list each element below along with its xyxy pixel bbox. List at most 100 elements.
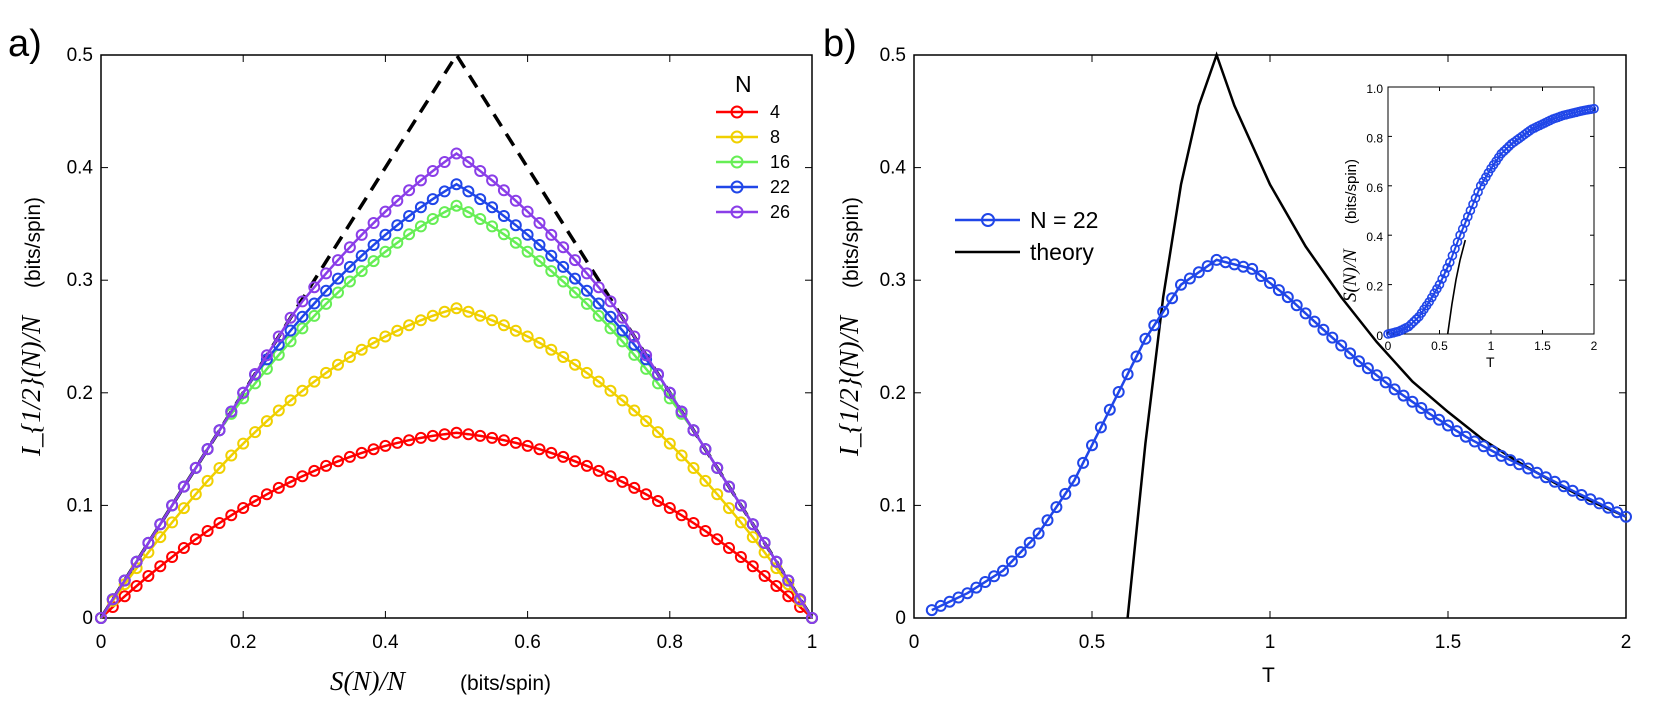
data-point-N22	[1620, 510, 1632, 523]
data-point-N26	[545, 228, 558, 241]
data-point-N22	[1077, 456, 1090, 469]
data-point-N8	[628, 404, 641, 417]
data-point-N16	[391, 236, 404, 249]
panel-a-ylabel-text: I_{1/2}(N)/N	[16, 314, 46, 457]
inset-xlabel: T	[1486, 354, 1495, 370]
data-point-N22	[1050, 501, 1063, 514]
data-point-N22	[1442, 419, 1454, 432]
data-point-N22	[320, 284, 333, 297]
data-point-N26	[95, 612, 107, 624]
data-point-N16	[403, 228, 416, 241]
data-point-N8	[474, 309, 487, 322]
data-point-N26	[687, 424, 700, 437]
inset-xtick-label: 2	[1591, 339, 1598, 353]
data-point-N4	[154, 560, 167, 573]
data-point-N22	[1361, 362, 1374, 375]
data-point-N26	[450, 147, 463, 160]
data-point-N22	[426, 193, 439, 206]
data-point-N22	[1192, 266, 1205, 279]
data-point-N16	[509, 236, 522, 249]
data-point-N22	[1005, 555, 1018, 568]
data-point-N4	[616, 475, 629, 488]
data-point-N8	[225, 449, 238, 462]
data-point-N22	[1272, 284, 1285, 297]
data-point-N8	[438, 305, 451, 318]
inset-data-point	[1496, 148, 1507, 159]
data-point-N22	[355, 249, 368, 262]
inset-xtick-label: 1.5	[1534, 339, 1551, 353]
data-point-N8	[414, 314, 427, 327]
inset-ylabel: S(N)/N (bits/spin)	[1340, 159, 1361, 302]
panel-b-xtick-label: 0.5	[1079, 632, 1105, 653]
data-point-N26	[237, 386, 250, 399]
data-point-N22	[1264, 277, 1276, 289]
data-point-N4	[284, 475, 297, 488]
data-point-N8	[213, 462, 226, 474]
data-point-N8	[640, 415, 653, 428]
data-point-N26	[746, 518, 759, 531]
data-point-N8	[521, 330, 534, 343]
inset-ytick-label: 0.6	[1366, 181, 1383, 195]
data-point-N26	[628, 330, 641, 343]
data-point-N4	[403, 434, 416, 447]
data-point-N22	[403, 210, 416, 222]
data-point-N26	[663, 386, 676, 399]
data-point-N26	[118, 574, 131, 587]
inset-data-point	[1406, 319, 1416, 329]
data-point-N4	[628, 481, 641, 494]
data-point-N22	[1032, 527, 1045, 540]
data-point-N22	[379, 228, 392, 241]
inset-ytick-label: 0.4	[1366, 230, 1383, 244]
data-point-N8	[296, 384, 309, 397]
panel-a-series	[95, 147, 818, 624]
data-point-N26	[272, 330, 285, 343]
data-point-N8	[616, 394, 629, 407]
data-point-N4	[663, 502, 676, 514]
inset-ytick-label: 0	[1376, 329, 1383, 343]
data-point-N8	[332, 358, 344, 371]
data-point-N26	[177, 480, 190, 493]
data-point-N4	[557, 450, 570, 463]
panel-b-ticks: 0 0.5 1 1.5 2 0 0.1 0.2 0.3 0.4 0.5	[880, 45, 1632, 653]
data-point-N16	[569, 286, 581, 299]
data-point-N22	[1486, 445, 1499, 458]
data-point-N16	[438, 206, 451, 219]
data-point-N4	[296, 470, 309, 483]
data-point-N22	[1344, 347, 1357, 360]
data-point-N16	[545, 265, 558, 278]
data-point-N8	[284, 394, 297, 407]
data-point-N4	[130, 580, 143, 592]
data-point-N16	[426, 213, 439, 225]
data-point-N22	[391, 219, 404, 232]
panel-a-ylabel: I_{1/2}(N)/N (bits/spin)	[16, 197, 46, 457]
data-point-N8	[604, 384, 617, 397]
data-point-N4	[746, 560, 759, 573]
data-point-N26	[426, 165, 439, 177]
data-point-N16	[379, 245, 392, 258]
data-point-N26	[569, 254, 581, 267]
panel-b-xlabel: T	[1262, 664, 1275, 687]
panel-b-ylabel: I_{1/2}(N)/N (bits/spin)	[834, 197, 864, 457]
panel-b-ytick-label: 0.3	[880, 270, 906, 291]
legend-marker-N22	[730, 180, 744, 194]
data-point-N8	[272, 404, 285, 417]
data-point-N26	[308, 281, 321, 294]
data-point-N16	[604, 322, 617, 335]
data-point-N22	[509, 219, 522, 232]
data-point-N26	[557, 241, 570, 254]
data-point-N26	[497, 184, 510, 197]
data-point-N22	[1094, 421, 1107, 434]
data-point-N26	[734, 499, 747, 512]
data-point-N4	[640, 488, 653, 501]
data-point-N22	[450, 178, 463, 191]
inset-ytick-label: 0.2	[1366, 280, 1383, 294]
data-point-N22	[997, 564, 1009, 577]
panel-a-xtick-label: 0.8	[657, 632, 683, 653]
data-point-N4	[166, 551, 179, 563]
data-point-N22	[1415, 402, 1428, 414]
data-point-N22	[438, 185, 451, 198]
panel-a-ytick-label: 0.4	[67, 158, 94, 179]
legend-marker-N22	[981, 213, 995, 227]
data-point-N8	[450, 302, 463, 315]
data-point-N26	[616, 311, 629, 324]
